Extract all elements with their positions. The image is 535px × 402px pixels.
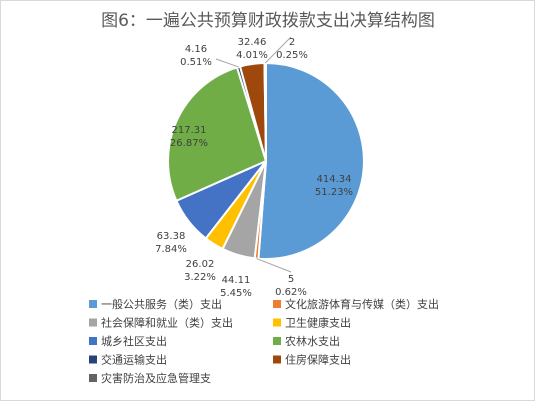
data-label-value-2: 5 xyxy=(288,274,294,285)
legend-swatch-7 xyxy=(89,355,97,364)
data-label-percent-7: 0.51% xyxy=(180,57,212,68)
data-label-percent-2: 0.62% xyxy=(275,287,307,298)
legend-label-8: 住房保障支出 xyxy=(285,353,351,367)
legend-swatch-9 xyxy=(89,374,97,382)
data-label-value-8: 32.46 xyxy=(238,37,267,48)
legend-swatch-5 xyxy=(89,337,97,345)
legend-label-9: 灾害防治及应急管理支 xyxy=(101,371,211,385)
data-label-value-1: 414.34 xyxy=(317,174,352,185)
legend-swatch-4 xyxy=(273,318,281,327)
leader-line-9 xyxy=(264,36,292,64)
pie-slices xyxy=(167,61,365,260)
data-label-percent-4: 3.22% xyxy=(184,272,216,283)
legend-label-2: 文化旅游体育与传媒（类）支出 xyxy=(285,297,439,311)
leader-line-7 xyxy=(215,58,239,68)
data-label-value-7: 4.16 xyxy=(185,44,207,55)
data-label-value-3: 44.11 xyxy=(222,275,251,286)
pie-slice-6 xyxy=(167,66,268,203)
legend-label-7: 交通运输支出 xyxy=(101,353,167,367)
leader-lines xyxy=(215,36,292,273)
data-label-value-9: 2 xyxy=(289,37,295,48)
data-label-value-6: 217.31 xyxy=(172,125,207,136)
legend-swatch-6 xyxy=(273,337,281,345)
chart-title: 图6：一遍公共预算财政拨款支出决算结构图 xyxy=(101,11,435,31)
legend-swatch-3 xyxy=(89,318,97,327)
data-label-percent-3: 5.45% xyxy=(220,288,252,299)
data-label-percent-5: 7.84% xyxy=(155,244,187,255)
legend-label-5: 城乡社区支出 xyxy=(101,334,167,348)
legend-swatch-2 xyxy=(273,300,281,308)
data-label-percent-6: 26.87% xyxy=(170,138,208,149)
legend-swatch-1 xyxy=(89,300,97,308)
leader-line-2 xyxy=(256,258,292,273)
legend-swatch-8 xyxy=(273,355,281,364)
data-labels: 414.34 51.23% 5 0.62% 44.11 5.45% 26.02 3.22% 63… xyxy=(155,37,353,299)
pie-slice-9 xyxy=(263,61,267,162)
legend-label-4: 卫生健康支出 xyxy=(285,316,351,330)
data-label-value-5: 63.38 xyxy=(157,231,186,242)
data-label-percent-9: 0.25% xyxy=(276,50,308,61)
pie-slice-1 xyxy=(257,61,365,260)
data-label-percent-1: 51.23% xyxy=(315,187,353,198)
legend-label-1: 一般公共服务（类）支出 xyxy=(101,297,222,311)
legend-label-6: 农林水支出 xyxy=(285,334,340,348)
legend-label-3: 社会保障和就业（类）支出 xyxy=(101,316,233,330)
data-label-percent-8: 4.01% xyxy=(236,50,268,61)
data-label-value-4: 26.02 xyxy=(186,259,215,270)
